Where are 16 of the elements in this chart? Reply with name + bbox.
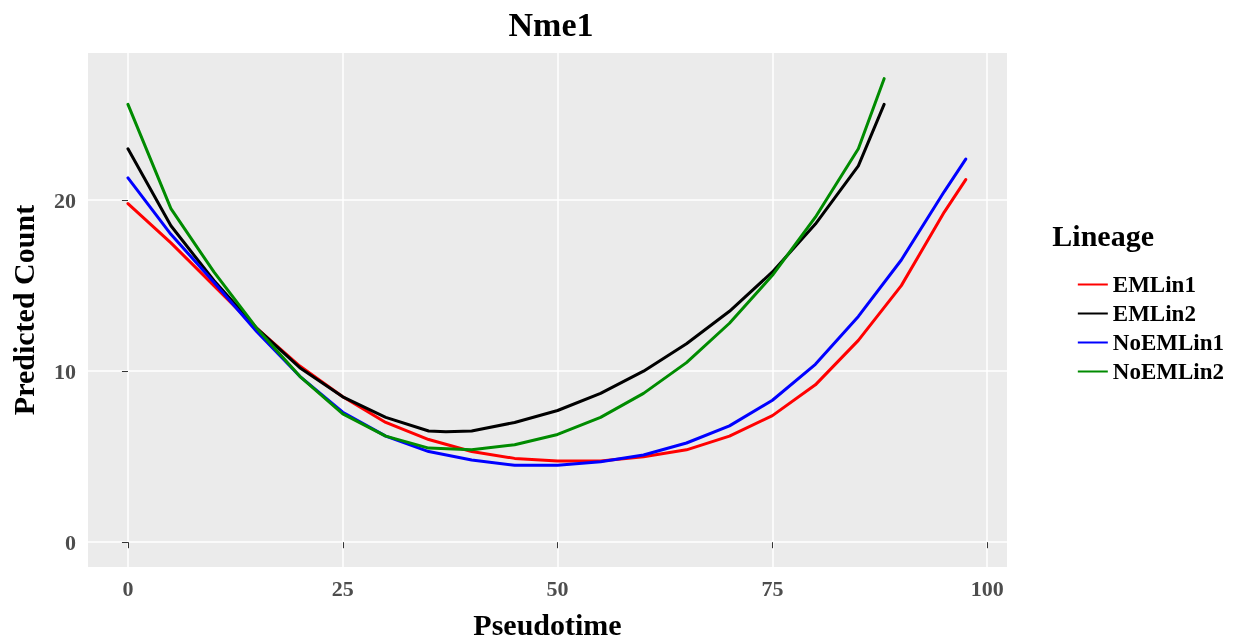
legend-label: EMLin2: [1112, 301, 1196, 326]
legend-label: NoEMLin2: [1112, 359, 1225, 384]
x-tick-label: 0: [122, 575, 134, 601]
x-tick-label: 75: [761, 575, 784, 601]
y-tick-label: 10: [54, 358, 76, 384]
legend-title: Lineage: [1052, 218, 1155, 252]
x-tick-label: 100: [970, 575, 1004, 601]
y-tick-label: 0: [65, 529, 76, 555]
legend-label: NoEMLin1: [1112, 330, 1225, 355]
y-axis-title: Predicted Count: [6, 204, 40, 416]
x-tick-label: 25: [331, 575, 354, 601]
x-axis-title: Pseudotime: [473, 607, 622, 641]
chart-title: Nme1: [508, 5, 594, 43]
y-tick-label: 20: [54, 187, 76, 213]
x-tick-label: 50: [546, 575, 569, 601]
legend-label: EMLin1: [1112, 272, 1196, 297]
